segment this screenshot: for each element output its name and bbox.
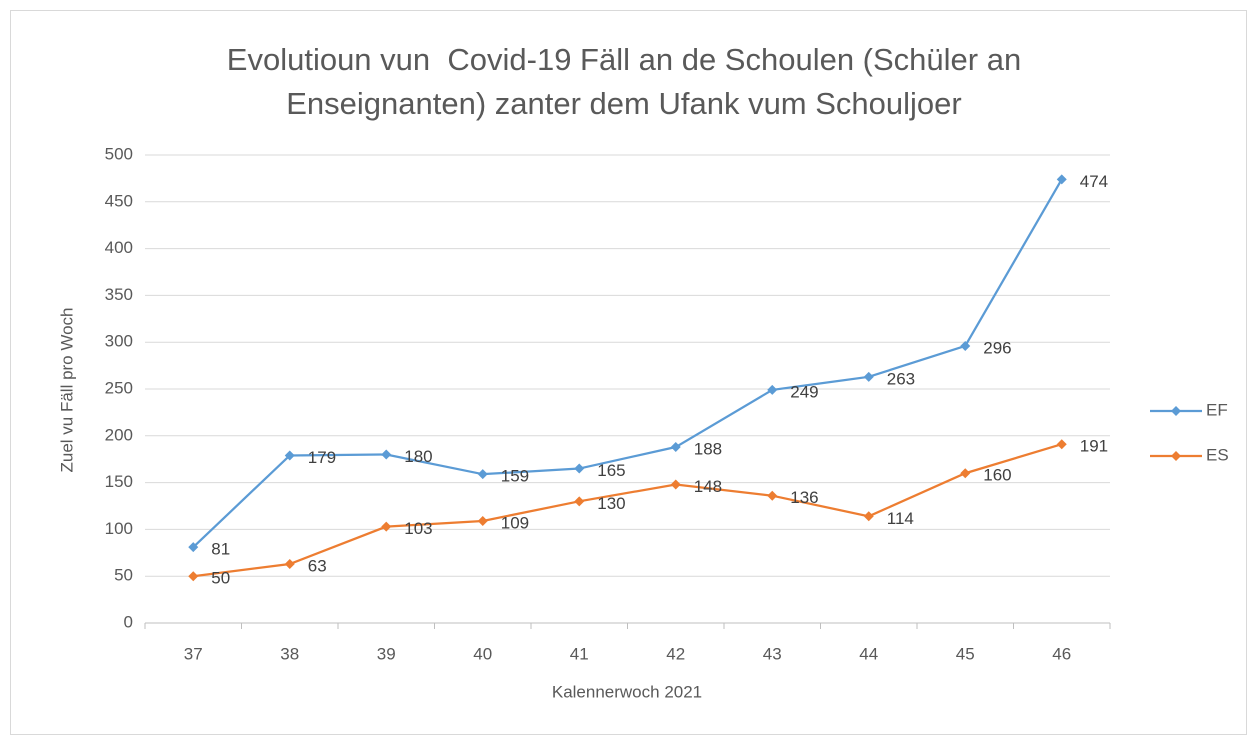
x-tick-label: 43 bbox=[763, 644, 782, 663]
y-tick-label: 250 bbox=[105, 378, 133, 397]
legend-marker bbox=[1171, 406, 1181, 416]
data-point bbox=[863, 511, 874, 522]
data-label: 81 bbox=[211, 540, 230, 559]
x-tick-label: 40 bbox=[473, 644, 492, 663]
data-point bbox=[477, 469, 488, 480]
data-point bbox=[670, 442, 681, 453]
x-tick-label: 37 bbox=[184, 644, 203, 663]
data-point bbox=[670, 479, 681, 490]
data-label: 249 bbox=[790, 382, 818, 401]
data-point bbox=[574, 496, 585, 507]
data-point bbox=[960, 468, 971, 479]
data-label: 296 bbox=[983, 338, 1011, 357]
data-point bbox=[863, 371, 874, 382]
y-tick-label: 450 bbox=[105, 191, 133, 210]
y-tick-label: 350 bbox=[105, 285, 133, 304]
y-tick-label: 150 bbox=[105, 472, 133, 491]
x-tick-label: 44 bbox=[859, 644, 878, 663]
y-tick-label: 200 bbox=[105, 425, 133, 444]
data-point bbox=[767, 490, 778, 501]
data-label: 159 bbox=[501, 467, 529, 486]
data-label: 130 bbox=[597, 494, 625, 513]
y-axis-label: Zuel vu Fäll pro Woch bbox=[57, 307, 76, 472]
data-label: 263 bbox=[887, 369, 915, 388]
data-label: 148 bbox=[694, 477, 722, 496]
data-label: 160 bbox=[983, 466, 1011, 485]
series-line bbox=[193, 443, 1063, 578]
data-point bbox=[188, 571, 199, 582]
data-label: 165 bbox=[597, 461, 625, 480]
chart-border bbox=[10, 10, 1247, 735]
legend-label: ES bbox=[1206, 445, 1229, 464]
data-label: 179 bbox=[308, 448, 336, 467]
data-label: 103 bbox=[404, 519, 432, 538]
data-label: 63 bbox=[308, 557, 327, 576]
data-label: 136 bbox=[790, 488, 818, 507]
x-tick-label: 41 bbox=[570, 644, 589, 663]
y-tick-label: 500 bbox=[105, 144, 133, 163]
x-tick-label: 39 bbox=[377, 644, 396, 663]
y-tick-label: 300 bbox=[105, 332, 133, 351]
data-point bbox=[284, 450, 295, 461]
data-label: 474 bbox=[1080, 172, 1108, 191]
data-label: 191 bbox=[1080, 437, 1108, 456]
data-label: 114 bbox=[887, 509, 914, 528]
series-line bbox=[192, 178, 1063, 548]
data-point bbox=[574, 463, 585, 474]
x-axis-label: Kalennerwoch 2021 bbox=[552, 682, 702, 701]
y-tick-label: 400 bbox=[105, 238, 133, 257]
data-point bbox=[381, 449, 392, 460]
legend-label: EF bbox=[1206, 400, 1228, 419]
y-tick-label: 0 bbox=[124, 612, 133, 631]
y-tick-label: 100 bbox=[105, 519, 133, 538]
data-label: 188 bbox=[694, 440, 722, 459]
data-point bbox=[381, 521, 392, 532]
data-label: 109 bbox=[501, 513, 529, 532]
data-point bbox=[188, 542, 199, 553]
data-point bbox=[477, 515, 488, 526]
data-point bbox=[767, 384, 778, 395]
chart-title: Evolutioun vun Covid-19 Fäll an de Schou… bbox=[226, 42, 1030, 121]
x-tick-label: 42 bbox=[666, 644, 685, 663]
y-tick-label: 50 bbox=[114, 566, 133, 585]
legend-marker bbox=[1171, 451, 1181, 461]
x-tick-label: 38 bbox=[280, 644, 299, 663]
data-point bbox=[284, 559, 295, 570]
title-container: Evolutioun vun Covid-19 Fäll an de Schou… bbox=[226, 42, 1030, 121]
x-tick-label: 45 bbox=[956, 644, 975, 663]
data-label: 50 bbox=[211, 569, 230, 588]
data-point bbox=[1056, 174, 1067, 185]
x-tick-label: 46 bbox=[1052, 644, 1071, 663]
data-point bbox=[1056, 439, 1067, 450]
data-label: 180 bbox=[404, 447, 432, 466]
data-point bbox=[960, 340, 971, 351]
